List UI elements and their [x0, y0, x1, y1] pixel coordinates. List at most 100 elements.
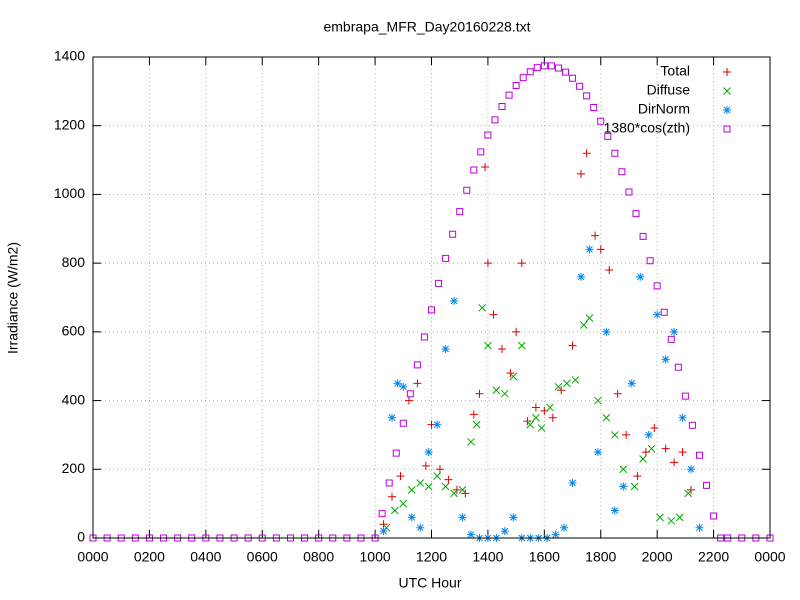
data-point: [512, 82, 520, 90]
y-tick-label: 400: [62, 391, 86, 407]
data-point: [478, 303, 487, 312]
data-point: [710, 512, 718, 520]
data-point: [650, 424, 659, 433]
x-tick-label: 1800: [585, 549, 616, 565]
data-point: [413, 361, 421, 369]
data-point: [498, 345, 507, 354]
y-tick-label: 200: [62, 460, 86, 476]
legend-marker: [723, 125, 731, 133]
data-point: [433, 472, 441, 481]
y-tick-label: 1200: [54, 116, 85, 132]
data-point: [519, 74, 527, 82]
data-point: [449, 230, 457, 238]
data-point: [703, 481, 711, 489]
data-point: [491, 116, 499, 124]
data-point: [636, 272, 645, 281]
data-point: [433, 420, 442, 429]
data-point: [540, 62, 548, 70]
y-axis-label: Irradiance (W/m2): [5, 242, 21, 354]
data-point: [329, 534, 337, 542]
data-point: [517, 341, 526, 350]
data-point: [618, 168, 626, 176]
data-point: [644, 430, 653, 439]
data-point: [420, 333, 428, 341]
data-point: [131, 534, 139, 542]
data-point: [272, 534, 280, 542]
data-point: [315, 534, 323, 542]
data-point: [407, 513, 416, 522]
y-tick-label: 1000: [54, 185, 85, 201]
data-point: [667, 335, 675, 343]
data-point: [526, 68, 534, 76]
data-point: [413, 379, 422, 388]
data-point: [475, 389, 484, 398]
data-point: [569, 74, 577, 82]
x-tick-label: 0000: [754, 549, 785, 565]
data-point: [463, 186, 471, 194]
plot-frame: [92, 56, 771, 539]
x-tick-label: 0800: [303, 549, 334, 565]
x-tick-label: 0600: [247, 549, 278, 565]
data-point: [678, 413, 687, 422]
data-point: [579, 321, 588, 329]
data-point: [424, 448, 433, 457]
data-point: [399, 499, 408, 508]
data-point: [466, 530, 475, 539]
data-point: [554, 64, 562, 72]
data-point: [695, 523, 704, 532]
data-point: [533, 64, 541, 72]
data-point: [532, 413, 540, 422]
data-point: [404, 396, 413, 405]
data-point: [561, 68, 569, 76]
data-point: [441, 345, 450, 354]
data-point: [216, 534, 224, 542]
data-point: [458, 486, 467, 494]
data-point: [435, 279, 443, 287]
data-point: [500, 389, 509, 398]
data-point: [357, 534, 365, 542]
x-tick-label: 1600: [529, 549, 560, 565]
data-point: [583, 92, 591, 100]
data-point: [399, 382, 408, 391]
data-point: [597, 117, 605, 125]
data-point: [531, 403, 540, 412]
data-point: [517, 259, 526, 268]
data-point: [160, 534, 168, 542]
x-tick-label: 2200: [698, 549, 729, 565]
x-tick-label: 1200: [416, 549, 447, 565]
data-point: [622, 430, 631, 439]
data-point: [379, 527, 388, 536]
data-point: [484, 341, 492, 350]
data-point: [416, 479, 425, 487]
data-point: [568, 341, 577, 350]
data-point: [505, 91, 513, 99]
data-point: [458, 513, 467, 522]
data-point: [602, 413, 611, 422]
y-tick-label: 800: [62, 254, 86, 270]
data-point: [551, 530, 560, 539]
data-point: [576, 82, 584, 90]
data-point: [509, 513, 518, 522]
data-point: [407, 486, 416, 494]
data-point: [661, 444, 670, 453]
data-point: [611, 149, 619, 157]
data-point: [766, 534, 774, 542]
data-point: [547, 62, 555, 70]
x-tick-label: 2000: [642, 549, 673, 565]
data-point: [428, 306, 435, 314]
legend: Total Diffuse DirNorm 1380*cos(zth): [604, 63, 731, 136]
data-point: [602, 327, 611, 336]
data-point: [639, 455, 647, 463]
data-point: [591, 231, 600, 240]
y-tick-label: 0: [77, 529, 85, 545]
data-point: [653, 282, 661, 290]
data-point: [442, 254, 450, 262]
data-point: [661, 355, 670, 364]
data-point: [456, 208, 464, 216]
data-point: [670, 327, 679, 336]
legend-marker: [723, 87, 731, 95]
data-point: [450, 489, 458, 498]
data-point: [498, 102, 506, 110]
data-point: [717, 534, 725, 542]
legend-label: DirNorm: [638, 101, 690, 117]
